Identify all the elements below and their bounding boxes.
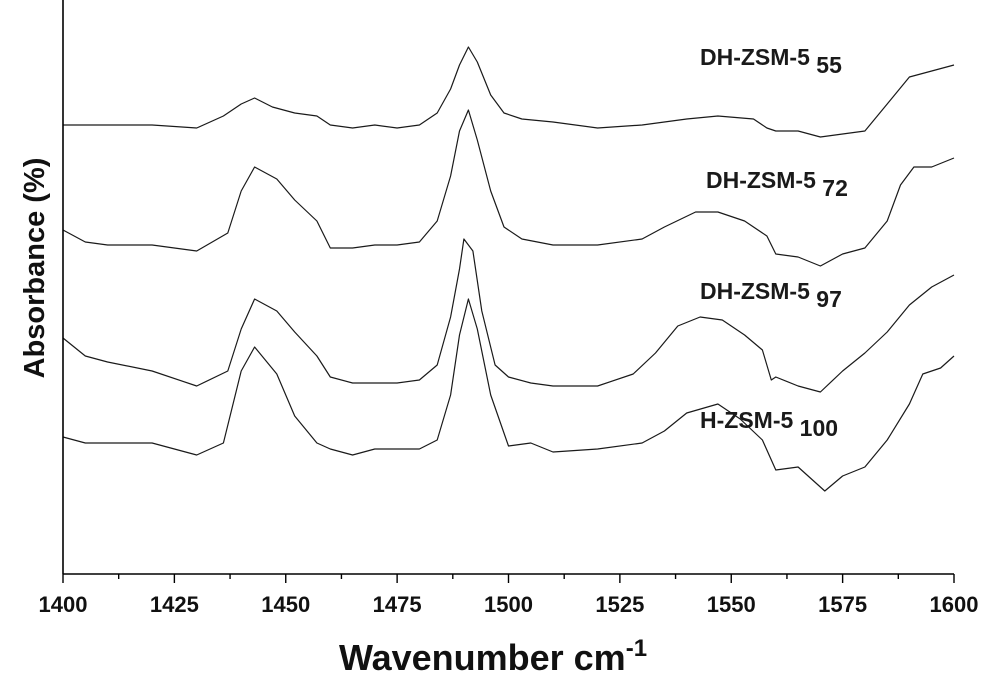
y-axis-title: Absorbance (%)	[19, 158, 51, 379]
x-tick-label: 1500	[484, 592, 533, 617]
x-tick-label: 1525	[595, 592, 644, 617]
spectrum-line-2	[62, 109, 955, 267]
x-tick-label: 1575	[818, 592, 867, 617]
x-axis-title: Wavenumber cm-1	[339, 635, 647, 678]
x-tick-label: 1475	[373, 592, 422, 617]
x-axis-ticks: 1400 1425 1450 1475 1500 1525 1550 1575 1600	[39, 574, 979, 617]
x-tick-label: 1425	[150, 592, 199, 617]
series-label-3: DH-ZSM-5 97	[700, 278, 842, 312]
x-tick-label: 1400	[39, 592, 88, 617]
spectrum-line-4	[62, 298, 955, 492]
spectrum-line-1	[63, 46, 955, 138]
x-tick-label: 1600	[930, 592, 979, 617]
series-label-1: DH-ZSM-5 55	[700, 44, 842, 78]
series-labels: DH-ZSM-5 55 DH-ZSM-5 72 DH-ZSM-5 97 H-ZSM-5…	[700, 44, 848, 441]
series-label-2: DH-ZSM-5 72	[706, 167, 848, 201]
plot-area	[62, 46, 955, 492]
series-label-4: H-ZSM-5 100	[700, 407, 838, 441]
spectrum-line-3	[62, 238, 955, 393]
x-tick-label: 1550	[707, 592, 756, 617]
x-tick-label: 1450	[261, 592, 310, 617]
